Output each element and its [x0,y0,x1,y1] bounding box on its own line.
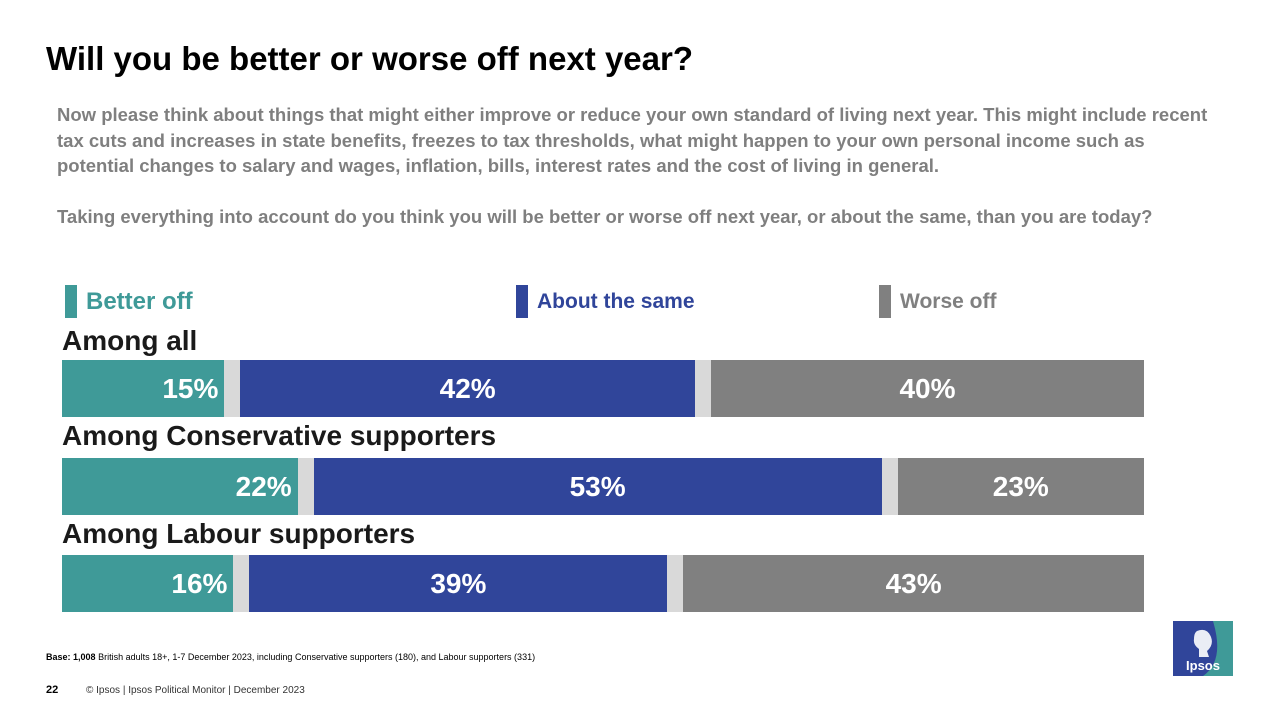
bar-segment-worse: 23% [897,458,1144,515]
data-label: 23% [992,470,1049,502]
question-paragraph-2: Taking everything into account do you th… [57,205,1153,227]
bar-segment-same: 39% [249,555,668,612]
bar-track: 16% 39% 43% [62,555,1144,612]
data-label: 39% [430,567,487,599]
page-title: Will you be better or worse off next yea… [46,40,693,77]
data-label: 43% [885,567,942,599]
legend-label-better: Better off [86,287,193,315]
bar-segment-better: 16% [62,555,234,612]
data-label: 15% [162,372,219,404]
base-label: Base: [46,652,71,662]
bar-segment-worse: 43% [683,555,1144,612]
bar-segment-better: 22% [62,458,298,515]
legend-swatch-worse [879,285,891,318]
bar-track: 22% 53% 23% [62,458,1144,515]
data-label: 53% [569,470,626,502]
bar-track: 15% 42% 40% [62,360,1144,417]
data-label: 42% [439,372,496,404]
group-label: Among Conservative supporters [62,420,497,451]
legend-item-same: About the same [516,285,695,318]
legend-swatch-better [65,285,77,318]
bar-segment-better: 15% [62,360,225,417]
legend-label-worse: Worse off [900,289,997,313]
base-count: 1,008 [73,652,96,662]
bar-segment-same: 53% [313,458,882,515]
data-label: 40% [899,372,956,404]
data-label: 16% [171,567,228,599]
question-paragraph-1: Now please think about things that might… [57,104,1208,176]
legend-item-better: Better off [65,285,193,318]
data-label: 22% [235,470,292,502]
logo-text: Ipsos [1186,658,1220,673]
page-number: 22 [46,684,59,696]
base-note: Base: 1,008 British adults 18+, 1-7 Dece… [46,652,535,662]
legend-label-same: About the same [537,289,695,313]
base-text: British adults 18+, 1-7 December 2023, i… [98,652,536,662]
footer-text: © Ipsos | Ipsos Political Monitor | Dece… [86,685,305,696]
legend-item-worse: Worse off [879,285,996,318]
group-label: Among Labour supporters [62,518,416,549]
group-label: Among all [62,325,198,356]
survey-question: Now please think about things that might… [57,102,1217,229]
legend-swatch-same [516,285,528,318]
bar-segment-same: 42% [240,360,695,417]
ipsos-logo-icon: Ipsos [1173,621,1233,676]
bar-segment-worse: 40% [711,360,1144,417]
